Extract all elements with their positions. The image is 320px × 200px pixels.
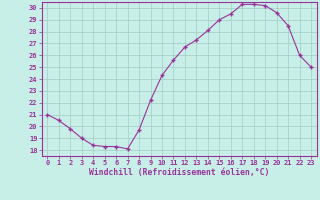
X-axis label: Windchill (Refroidissement éolien,°C): Windchill (Refroidissement éolien,°C)	[89, 168, 269, 177]
